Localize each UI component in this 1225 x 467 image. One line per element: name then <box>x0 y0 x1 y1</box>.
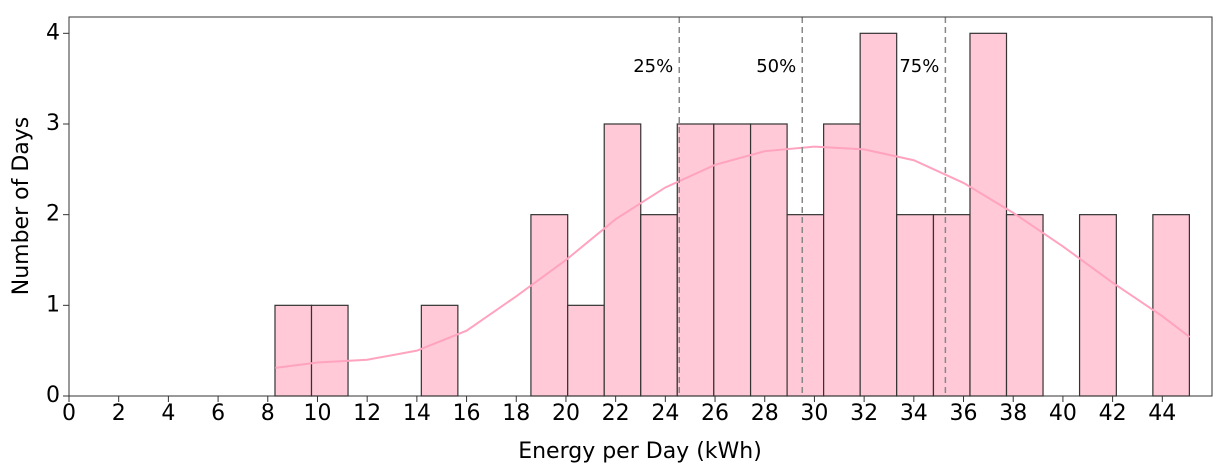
x-tick-label: 32 <box>850 401 878 426</box>
density-curve <box>275 145 1191 369</box>
x-tick-label: 4 <box>161 401 175 426</box>
x-axis-label: Energy per Day (kWh) <box>518 439 762 464</box>
y-tick-label: 2 <box>46 202 60 227</box>
x-tick-label: 24 <box>651 401 679 426</box>
bar <box>603 123 642 397</box>
bar <box>640 214 678 397</box>
percentile-label: 25% <box>633 56 673 77</box>
bar <box>420 304 459 397</box>
y-axis-label: Number of Days <box>9 117 34 295</box>
x-tick-label: 42 <box>1099 401 1127 426</box>
x-tick-label: 36 <box>950 401 978 426</box>
bar <box>896 214 935 397</box>
bar <box>1005 214 1044 397</box>
bar <box>786 214 825 397</box>
x-tick-label: 10 <box>303 401 331 426</box>
bar <box>1152 214 1190 397</box>
x-tick-label: 30 <box>800 401 828 426</box>
x-tick-label: 18 <box>502 401 530 426</box>
x-tick-label: 44 <box>1148 401 1176 426</box>
y-tick-label: 4 <box>46 20 60 45</box>
x-tick-label: 26 <box>701 401 729 426</box>
bar <box>310 304 349 397</box>
x-tick-label: 8 <box>261 401 275 426</box>
x-tick-label: 0 <box>62 401 76 426</box>
plot-frame <box>68 16 1213 397</box>
x-tick-label: 34 <box>900 401 928 426</box>
bar <box>859 32 898 397</box>
bar <box>823 123 861 397</box>
bar <box>749 123 788 397</box>
x-tick-label: 22 <box>602 401 630 426</box>
x-tick-label: 2 <box>112 401 126 426</box>
bar <box>969 32 1008 397</box>
x-tick-label: 14 <box>403 401 431 426</box>
percentile-label: 50% <box>756 56 796 77</box>
bar <box>1078 214 1117 397</box>
bar <box>274 304 313 397</box>
y-tick-label: 0 <box>46 383 60 408</box>
percentile-label: 75% <box>899 56 939 77</box>
x-tick-label: 6 <box>211 401 225 426</box>
bar <box>567 304 605 397</box>
x-tick-label: 38 <box>999 401 1027 426</box>
y-tick-label: 3 <box>46 111 60 136</box>
x-tick-label: 20 <box>552 401 580 426</box>
bar <box>530 214 569 397</box>
x-tick-label: 16 <box>453 401 481 426</box>
x-tick-label: 12 <box>353 401 381 426</box>
x-tick-label: 40 <box>1049 401 1077 426</box>
y-tick-label: 1 <box>46 292 60 317</box>
x-tick-label: 28 <box>751 401 779 426</box>
bar <box>932 214 971 397</box>
bar <box>676 123 715 397</box>
bar <box>713 123 752 397</box>
